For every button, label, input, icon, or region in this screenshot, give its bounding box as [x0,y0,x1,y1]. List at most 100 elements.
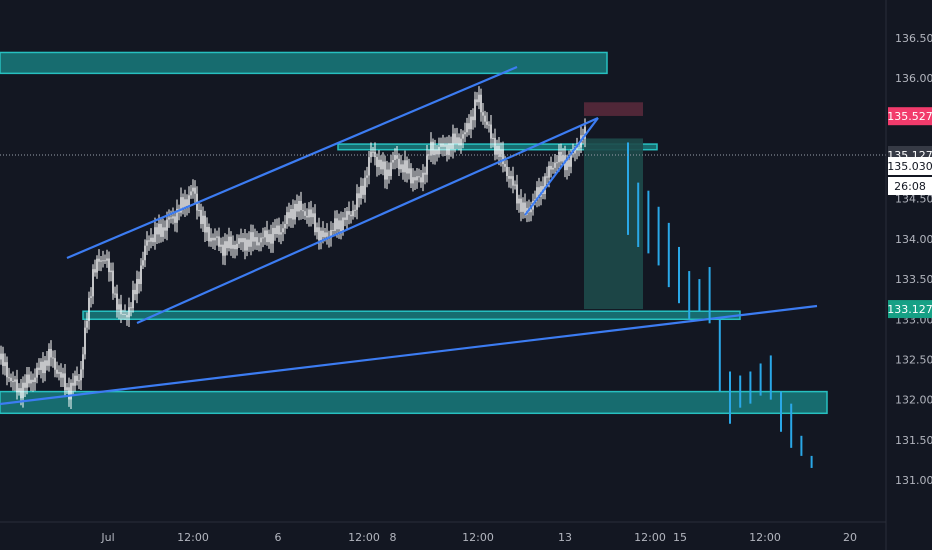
candle-body [544,176,546,194]
candle-body [76,375,78,381]
candle-body [24,382,26,388]
candle-body [410,168,412,184]
candle-body [514,184,516,186]
candle-body [256,237,258,246]
candle-body [458,137,460,146]
x-tick-label: 12:00 [749,531,781,544]
candle-body [316,227,318,233]
candle-body [420,177,422,183]
candle-body [60,372,62,378]
y-axis[interactable]: 136.500136.000134.500134.000133.500133.0… [895,32,932,487]
current-price-badge-bg [888,157,932,175]
candle-body [130,307,132,309]
candle-body [96,258,98,273]
candle-body [506,166,508,177]
candle-body [26,374,28,388]
candle-body [396,154,398,159]
candle-body [436,149,438,155]
take-profit-box[interactable] [584,138,643,310]
candle-body [48,348,50,366]
long-term-support-trendline[interactable] [0,304,818,406]
candle-body [508,176,510,179]
candle-body [492,137,494,139]
candle-body [344,217,346,220]
candle-body [360,185,362,199]
x-tick-label: 6 [275,531,282,544]
candle-body [572,153,574,155]
candle-body [40,361,42,370]
candle-body [18,388,20,393]
candle-body [438,146,440,155]
candle-body [426,154,428,175]
candle-body [234,244,236,250]
wedge-lower-trendline[interactable] [524,117,599,216]
candle-body [578,147,580,149]
candle-body [208,226,210,242]
candle-body [222,244,224,256]
candle-body [422,172,424,183]
candle-body [548,165,550,178]
candle-body [214,237,216,241]
candle-body [302,210,304,212]
candle-body [14,379,16,382]
channel-lower-trendline[interactable] [136,116,599,325]
mid-support-zone[interactable] [82,310,741,321]
candle-body [404,160,406,173]
candle-body [192,187,194,192]
stop-loss-box[interactable] [584,102,643,116]
candle-body [354,209,356,211]
x-tick-label: 8 [390,531,397,544]
candle-body [392,160,394,163]
candle-body [320,230,322,241]
candle-body [322,230,324,238]
candle-body [374,151,376,158]
candle-body [132,289,134,309]
candle-body [494,137,496,155]
candle-body [356,193,358,210]
candle-body [576,147,578,150]
candle-body [402,164,404,173]
candle-body [250,232,252,247]
candle-body [314,213,316,233]
candle-body [82,354,84,370]
candle-body [390,162,392,177]
y-tick-label: 134.000 [895,233,932,246]
y-tick-label: 134.500 [895,193,932,206]
candle-body [54,358,56,370]
candle-body [488,124,490,126]
candle-body [414,177,416,181]
candle-body [252,232,254,242]
candle-body [150,237,152,242]
candle-body [318,227,320,241]
x-tick-label: 12:00 [462,531,494,544]
candle-body [220,244,222,247]
channel-upper-trendline[interactable] [66,65,518,260]
candle-body [58,372,60,374]
candle-body [516,184,518,204]
candle-body [370,151,372,158]
target-price-badge: 133.127 [887,303,932,316]
upper-supply-zone[interactable] [0,51,608,75]
candle-body [64,373,66,391]
candle-body [4,362,6,366]
candle-body [432,141,434,156]
x-axis[interactable]: Jul 12:00 6 12:00 8 12:00 13 12:00 15 12:00 20 [100,531,857,544]
x-tick-label: 12:00 [177,531,209,544]
lower-support-zone[interactable] [0,390,828,415]
candle-body [176,208,178,223]
candle-body [56,369,58,374]
candle-body [22,382,24,399]
candle-body [554,162,556,168]
candle-body [152,237,154,243]
candle-body [232,244,234,249]
candle-body [70,382,72,400]
candle-body [536,187,538,200]
candle-body [334,218,336,231]
candle-body [144,245,146,261]
y-tick-label: 131.500 [895,434,932,447]
candle-body [66,387,68,391]
candle-body [520,198,522,212]
candle-body [104,260,106,262]
y-tick-label: 131.000 [895,474,932,487]
